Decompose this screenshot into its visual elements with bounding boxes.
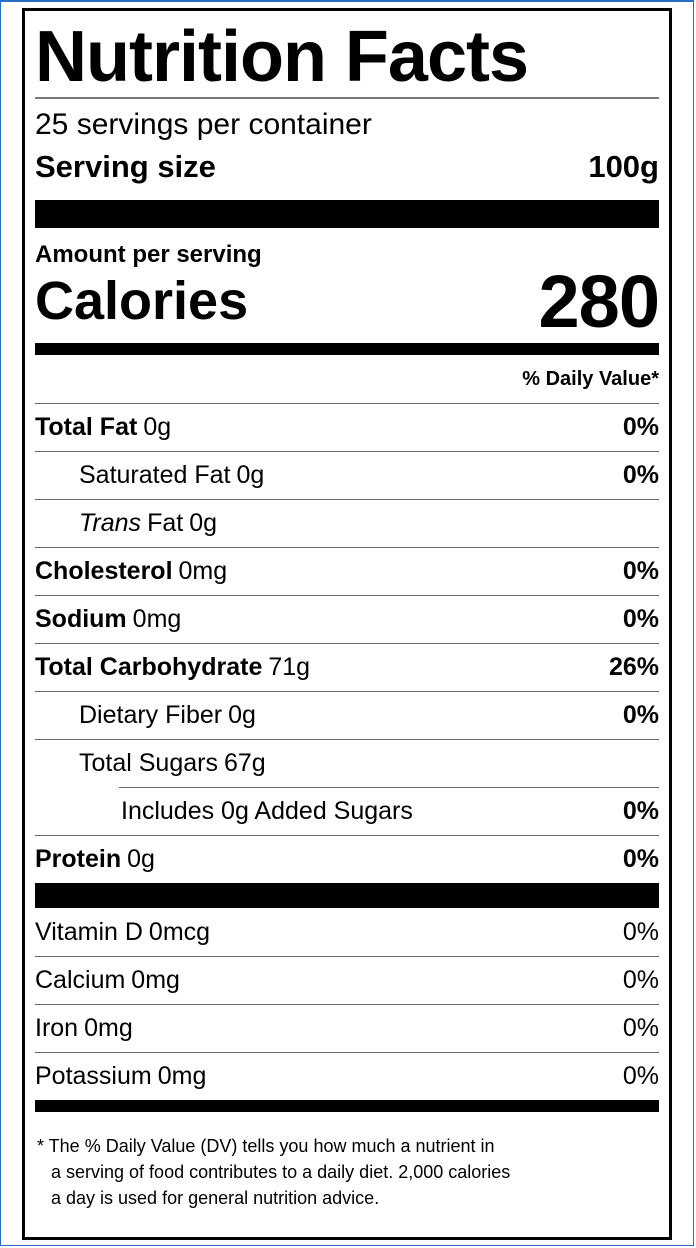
- nutrient-name: Sodium: [35, 605, 127, 633]
- nutrient-row: Dietary Fiber 0g 0%: [35, 691, 659, 739]
- nutrient-name: Protein: [35, 845, 122, 873]
- nutrient-row: Potassium 0mg 0%: [35, 1052, 659, 1100]
- nutrient-amount: 0g: [189, 509, 217, 537]
- daily-value: 0%: [622, 797, 659, 825]
- nutrient-label: Trans Fat 0g: [79, 509, 217, 538]
- nutrient-name: Includes 0g Added Sugars: [121, 797, 413, 825]
- nutrient-name: Calcium: [35, 966, 126, 994]
- daily-value: 0%: [622, 461, 659, 489]
- nutrient-row: Saturated Fat 0g 0%: [35, 451, 659, 499]
- nutrient-row: Calcium 0mg 0%: [35, 956, 659, 1004]
- nutrient-row: Protein 0g 0%: [35, 835, 659, 883]
- nutrient-name: Dietary Fiber: [79, 701, 223, 729]
- nutrition-label: Nutrition Facts 25 servings per containe…: [22, 8, 672, 1240]
- daily-value: 0%: [622, 701, 659, 729]
- daily-value: 0%: [622, 413, 659, 441]
- nutrient-amount: 67g: [223, 749, 266, 777]
- daily-value: 0%: [622, 966, 659, 994]
- serving-size-label: Serving size: [35, 149, 216, 184]
- nutrient-label: Vitamin D 0mcg: [35, 918, 210, 947]
- dv-heading-row: % Daily Value*: [35, 355, 659, 403]
- serving-size-row: Serving size 100g: [35, 147, 659, 187]
- nutrient-label: Includes 0g Added Sugars: [121, 797, 413, 826]
- footnote-line: a serving of food contributes to a daily…: [51, 1162, 511, 1182]
- daily-value: 0%: [622, 917, 659, 946]
- amount-heading: Amount per serving: [35, 241, 262, 268]
- nutrient-amount: 0mg: [84, 1014, 133, 1042]
- nutrient-amount: 0g: [143, 413, 172, 441]
- thick-bar: [35, 200, 659, 228]
- nutrient-name: Total Sugars: [79, 749, 218, 777]
- nutrient-label: Protein 0g: [35, 845, 155, 874]
- thick-bar: [35, 883, 659, 908]
- nutrient-amount: 0mcg: [148, 917, 211, 946]
- nutrient-name: Total Carbohydrate: [35, 653, 263, 681]
- nutrient-row: Includes 0g Added Sugars 0%: [119, 787, 659, 835]
- nutrient-amount: 71g: [268, 653, 311, 681]
- daily-value: 0%: [622, 605, 659, 633]
- divider: [35, 97, 659, 99]
- nutrient-amount: 0mg: [132, 605, 182, 633]
- nutrient-amount: 0g: [228, 701, 256, 729]
- nutrient-name: Vitamin D: [35, 917, 143, 946]
- nutrient-label: Total Carbohydrate 71g: [35, 653, 310, 682]
- nutrient-name: Cholesterol: [35, 557, 173, 585]
- nutrient-row: Cholesterol 0mg 0%: [35, 547, 659, 595]
- nutrient-amount: 0g: [127, 845, 155, 873]
- nutrient-name: Iron: [35, 1014, 79, 1042]
- nutrient-name-rest: Fat: [147, 509, 184, 537]
- footnote-line: a day is used for general nutrition advi…: [51, 1188, 380, 1208]
- nutrient-label: Calcium 0mg: [35, 966, 180, 995]
- nutrient-amount: 0g: [236, 461, 265, 489]
- nutrient-row: Trans Fat 0g: [35, 499, 659, 547]
- nutrient-amount: 0mg: [178, 557, 228, 585]
- serving-size: 100g: [588, 149, 659, 184]
- nutrient-row: Iron 0mg 0%: [35, 1004, 659, 1052]
- nutrient-row: Total Carbohydrate 71g 26%: [35, 643, 659, 691]
- nutrient-label: Sodium 0mg: [35, 605, 181, 634]
- nutrient-amount: 0mg: [131, 966, 180, 994]
- daily-value: 0%: [622, 1014, 659, 1042]
- daily-value: 0%: [622, 845, 659, 873]
- medium-bar: [35, 343, 659, 355]
- calories-value: 280: [538, 259, 660, 343]
- nutrient-label: Iron 0mg: [35, 1014, 133, 1043]
- nutrient-label: Saturated Fat 0g: [79, 461, 264, 490]
- nutrient-name: Potassium: [35, 1062, 152, 1090]
- footnote-line: * The % Daily Value (DV) tells you how m…: [37, 1136, 495, 1156]
- nutrient-label: Total Sugars 67g: [79, 749, 266, 778]
- daily-value: 0%: [622, 557, 659, 585]
- calories-row: Calories 280: [35, 260, 660, 343]
- nutrient-label: Total Fat 0g: [35, 413, 171, 442]
- nutrient-label: Cholesterol 0mg: [35, 557, 227, 586]
- medium-bar: [35, 1100, 659, 1112]
- nutrient-name: Trans: [79, 509, 142, 537]
- nutrient-label: Potassium 0mg: [35, 1062, 206, 1091]
- nutrient-row: Vitamin D 0mcg 0%: [35, 908, 659, 956]
- nutrient-row: Sodium 0mg 0%: [35, 595, 659, 643]
- nutrient-row: Total Sugars 67g: [35, 739, 659, 787]
- nutrient-name: Total Fat: [35, 413, 138, 441]
- dv-heading: % Daily Value*: [522, 367, 659, 390]
- nutrient-amount: 0mg: [157, 1062, 207, 1090]
- nutrient-table: % Daily Value* Total Fat 0g 0% Saturated Fa…: [35, 355, 659, 1112]
- title: Nutrition Facts: [35, 17, 529, 97]
- daily-value: 26%: [608, 653, 659, 681]
- calories-label: Calories: [35, 271, 249, 331]
- footnote: * The % Daily Value (DV) tells you how m…: [37, 1133, 659, 1211]
- daily-value: 0%: [622, 1062, 659, 1090]
- nutrient-row: Total Fat 0g 0%: [35, 403, 659, 451]
- servings: 25 servings per container: [35, 108, 372, 141]
- nutrient-label: Dietary Fiber 0g: [79, 701, 256, 730]
- nutrient-name: Saturated Fat: [79, 461, 231, 489]
